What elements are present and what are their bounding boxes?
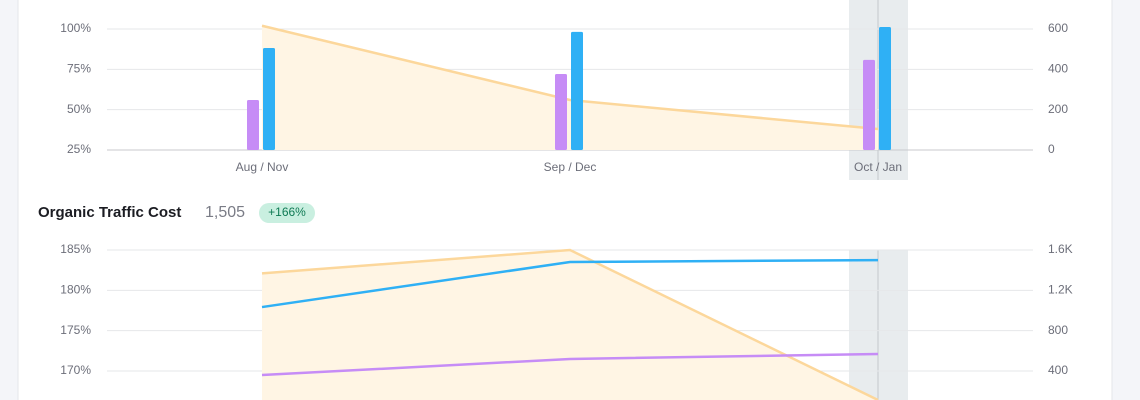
bar: [571, 31, 583, 150]
x-tick-label: Sep / Dec: [544, 160, 597, 174]
change-value: +166%: [268, 205, 306, 219]
area-line: [261, 24, 879, 131]
y2-tick-label: 200: [1048, 102, 1068, 116]
y-tick-label: 180%: [60, 282, 91, 296]
bar: [263, 47, 275, 150]
charts: 25% 50% 75% 100% 0 200 400 600 Aug / Nov Sep / De…: [60, 0, 1073, 400]
area-fill: [262, 250, 878, 400]
y2-tick-label: 1.6K: [1048, 242, 1073, 256]
y-tick-label: 185%: [60, 242, 91, 256]
bar: [879, 26, 891, 150]
line: [261, 352, 879, 377]
y2-tick-label: 400: [1048, 363, 1068, 377]
y2-tick-label: 1.2K: [1048, 282, 1073, 296]
y-tick-label: 170%: [60, 363, 91, 377]
bar: [555, 73, 567, 150]
line: [261, 258, 879, 309]
area-fill: [262, 25, 878, 151]
y2-tick-label: 600: [1048, 21, 1068, 35]
y-tick-label: 50%: [67, 102, 91, 116]
area-line: [261, 248, 879, 400]
y-tick-label: 75%: [67, 62, 91, 76]
change-badge: [259, 203, 315, 223]
y2-tick-label: 0: [1048, 142, 1055, 156]
y-tick-label: 175%: [60, 323, 91, 337]
bar: [247, 99, 259, 150]
y-tick-label: 25%: [67, 142, 91, 156]
y2-tick-label: 800: [1048, 323, 1068, 337]
bar: [863, 59, 875, 151]
chart-title: Organic Traffic Cost: [38, 204, 181, 221]
x-tick-label: Oct / Jan: [854, 160, 902, 174]
y-tick-label: 100%: [60, 21, 91, 35]
total-value: 1,505: [205, 204, 245, 221]
y2-tick-label: 400: [1048, 62, 1068, 76]
x-tick-label: Aug / Nov: [236, 160, 289, 174]
